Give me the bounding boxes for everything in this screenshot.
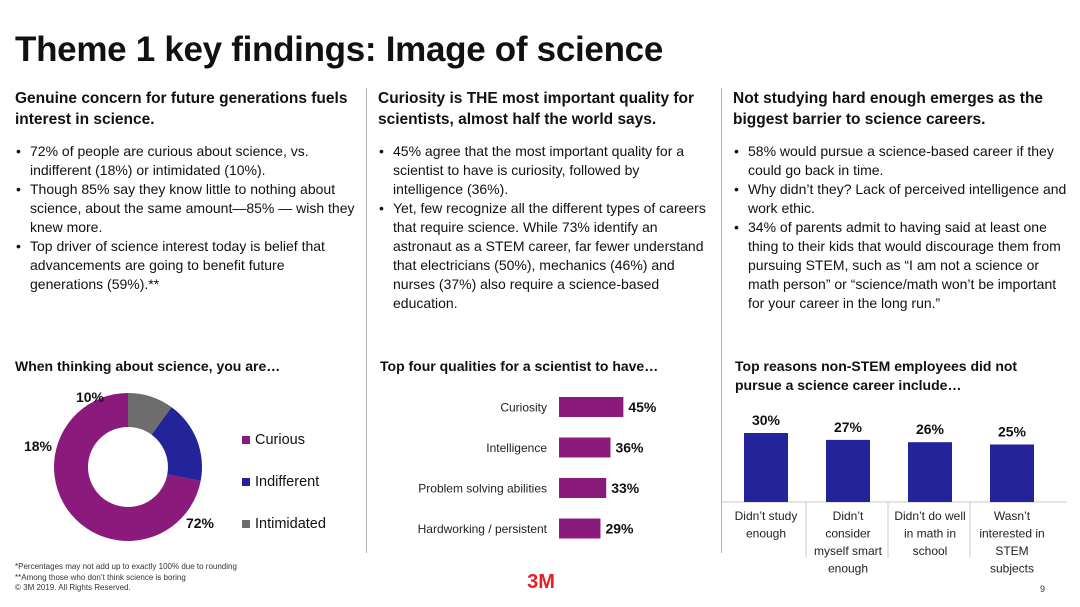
column-value-label: 26% <box>916 421 945 437</box>
column-category-label: school <box>913 544 948 558</box>
column-value-label: 30% <box>752 412 781 428</box>
bar <box>559 397 624 417</box>
column-category-label: myself smart <box>814 544 883 558</box>
bullet-item: Yet, few recognize all the different typ… <box>378 199 708 313</box>
bullet-item: Top driver of science interest today is … <box>15 237 360 294</box>
legend-swatch <box>242 520 250 528</box>
brand-logo-text: 3M <box>527 571 555 592</box>
column-category-label: Didn’t <box>833 509 864 523</box>
legend-item-indifferent: Indifferent <box>242 472 326 492</box>
bullet-item: Why didn’t they? Lack of perceived intel… <box>733 180 1068 218</box>
page-number: 9 <box>1040 584 1046 594</box>
legend-label: Intimidated <box>255 516 326 532</box>
column-bar <box>744 433 788 502</box>
column-chart-title: Top reasons non-STEM employees did not p… <box>735 358 1018 393</box>
bullet-item: 72% of people are curious about science,… <box>15 142 360 180</box>
bar-category-label: Intelligence <box>486 441 547 455</box>
donut-chart: 72% 18% 10% <box>24 389 215 541</box>
horizontal-bar-chart: Curiosity 45% Intelligence 36% Problem solvi… <box>418 397 657 539</box>
vertical-bar-chart: 30% Didn’t study enough 27% Didn’t consider my… <box>722 412 1067 576</box>
donut-slice-curious <box>53 393 201 541</box>
donut-slice-intimidated <box>128 393 172 435</box>
column-divider <box>721 88 722 553</box>
legend-label: Indifferent <box>255 474 320 490</box>
donut-label-curious: 72% <box>186 515 215 531</box>
donut-label-intimidated: 10% <box>76 389 105 405</box>
bar <box>559 437 611 458</box>
legend-item-intimidated: Intimidated <box>242 514 326 534</box>
column-category-label: subjects <box>990 562 1034 576</box>
legend-label: Curious <box>255 432 305 448</box>
column-heading: Genuine concern for future generations f… <box>15 90 348 128</box>
column-category-label: Didn’t study <box>735 509 798 523</box>
column-category-label: enough <box>828 562 868 576</box>
finding-column-3: Not studying hard enough emerges as the … <box>733 88 1068 313</box>
column-value-label: 27% <box>834 419 863 435</box>
finding-column-2: Curiosity is THE most important quality … <box>378 88 708 313</box>
bar-value-label: 29% <box>605 521 634 537</box>
bullet-item: 34% of parents admit to having said at l… <box>733 218 1068 313</box>
bar-category-label: Hardworking / persistent <box>418 522 548 536</box>
column-category-label: STEM <box>995 544 1028 558</box>
column-category-label: interested in <box>979 527 1044 541</box>
bar-category-label: Curiosity <box>500 401 547 415</box>
column-value-label: 25% <box>998 424 1027 440</box>
column-heading: Not studying hard enough emerges as the … <box>733 90 1044 128</box>
brand-logo: 3M <box>527 571 555 592</box>
copyright: © 3M 2019. All Rights Reserved. <box>15 583 131 592</box>
legend-swatch <box>242 478 250 486</box>
donut-slice-indifferent <box>151 407 202 481</box>
finding-column-1: Genuine concern for future generations f… <box>15 88 360 294</box>
footnote-boring: **Among those who don’t think science is… <box>15 572 186 582</box>
column-category-label: Didn’t do well <box>894 509 965 523</box>
bar <box>559 478 607 498</box>
bar-category-label: Problem solving abilities <box>418 482 547 496</box>
bar-value-label: 36% <box>615 440 644 456</box>
bullet-list: 58% would pursue a science-based career … <box>733 142 1068 313</box>
column-category-label: in math in <box>904 527 956 541</box>
column-category-label: Wasn’t <box>994 509 1031 523</box>
column-divider <box>366 88 367 553</box>
bullet-item: 45% agree that the most important qualit… <box>378 142 708 199</box>
donut-chart-title: When thinking about science, you are… <box>15 358 281 374</box>
bar <box>559 518 601 539</box>
donut-legend: Curious Indifferent Intimidated <box>242 430 326 556</box>
footnotes: *Percentages may not add up to exactly 1… <box>15 562 237 594</box>
column-heading: Curiosity is THE most important quality … <box>378 90 695 128</box>
column-bar <box>908 442 952 502</box>
bullet-item: 58% would pursue a science-based career … <box>733 142 1068 180</box>
bar-chart-title: Top four qualities for a scientist to ha… <box>380 358 659 374</box>
bar-value-label: 33% <box>611 480 640 496</box>
column-bar <box>826 439 870 502</box>
bar-value-label: 45% <box>628 399 657 415</box>
bullet-item: Though 85% say they know little to nothi… <box>15 180 360 237</box>
column-category-label: consider <box>825 527 870 541</box>
donut-label-indifferent: 18% <box>24 438 53 454</box>
footnote-rounding: *Percentages may not add up to exactly 1… <box>15 562 237 571</box>
column-category-label: enough <box>746 527 786 541</box>
bullet-list: 72% of people are curious about science,… <box>15 142 360 294</box>
page-title: Theme 1 key findings: Image of science <box>15 30 663 69</box>
legend-swatch <box>242 436 250 444</box>
bullet-list: 45% agree that the most important qualit… <box>378 142 708 313</box>
column-bar <box>990 444 1034 502</box>
legend-item-curious: Curious <box>242 430 326 450</box>
